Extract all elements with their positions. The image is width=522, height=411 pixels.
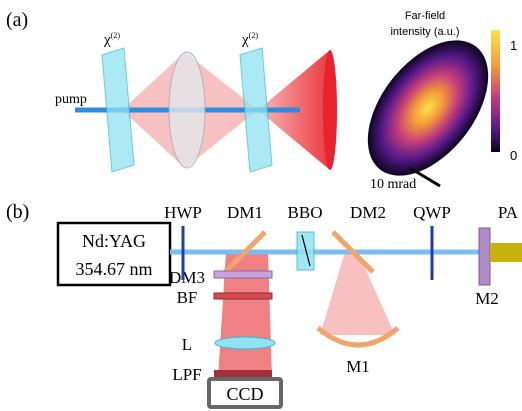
- lpf: [214, 370, 272, 377]
- component-label: BF: [177, 288, 198, 307]
- component-label: DM2: [350, 203, 386, 222]
- bf: [213, 292, 273, 300]
- panel-label: (b): [6, 201, 29, 223]
- colorbar-tick: 1: [510, 38, 517, 53]
- pump-label: pump: [55, 92, 87, 107]
- component-label: HWP: [164, 203, 202, 222]
- colorbar-tick: 0: [510, 148, 517, 163]
- pa: [490, 243, 522, 262]
- laser-label: Nd:YAG: [82, 231, 146, 251]
- crystal-label: χ(2): [103, 31, 120, 48]
- laser-label: 354.67 nm: [75, 259, 152, 279]
- bbo: [296, 231, 315, 271]
- dm1: [223, 230, 267, 274]
- far-field-image: [367, 40, 489, 176]
- component-label: DM3: [169, 268, 205, 287]
- colorbar: [491, 30, 500, 152]
- component-label: PA: [498, 203, 519, 222]
- lens: [214, 336, 276, 350]
- crystal-label: χ(2): [241, 31, 258, 48]
- far-field-title: intensity (a.u.): [390, 26, 459, 38]
- component-label: M2: [475, 289, 499, 308]
- component-label: QWP: [413, 203, 451, 222]
- dm3: [213, 270, 273, 279]
- scale-bar-label: 10 mrad: [370, 177, 416, 192]
- beam-cone-end: [323, 50, 337, 170]
- crystal: [239, 47, 273, 173]
- crystal: [101, 47, 135, 173]
- beam: [320, 252, 395, 335]
- panel-label: (a): [6, 9, 28, 31]
- far-field-title: Far-field: [405, 10, 445, 22]
- ccd: [207, 377, 283, 409]
- dm2: [331, 230, 375, 274]
- component-label: DM1: [227, 203, 263, 222]
- lens: [168, 51, 206, 169]
- scale-bar: [409, 166, 441, 188]
- m2: [478, 227, 491, 286]
- component-label: BBO: [288, 203, 323, 222]
- component-label: LPF: [172, 365, 201, 384]
- component-label: M1: [346, 357, 370, 376]
- m1: [316, 326, 400, 348]
- component-label: L: [182, 335, 192, 354]
- bbo-axis: [301, 234, 311, 267]
- component-label: CCD: [226, 384, 263, 404]
